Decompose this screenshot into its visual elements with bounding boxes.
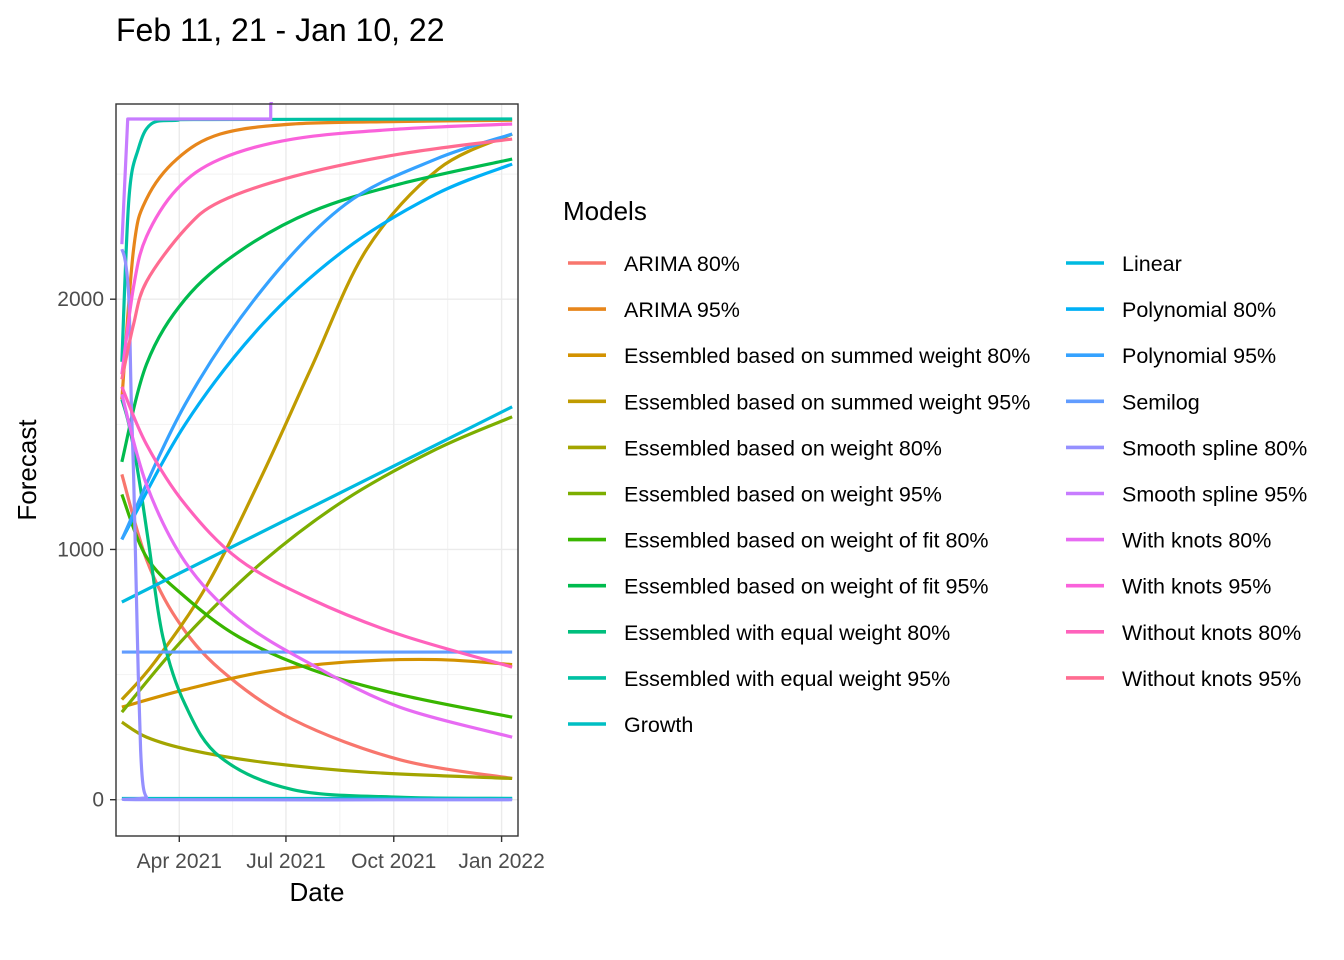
legend-title: Models	[563, 196, 647, 226]
y-tick-label: 1000	[57, 538, 104, 561]
legend-item: Semilog	[1066, 390, 1200, 414]
legend-item: Essembled based on weight 95%	[568, 483, 942, 507]
series-line-essembled-with-equal-weight-95	[120, 117, 513, 362]
y-tick-label: 0	[92, 789, 104, 812]
series-line-without-knots-95	[120, 137, 513, 380]
legend-item: Growth	[568, 713, 693, 737]
series-line-polynomial-80	[120, 162, 513, 541]
legend-item: Linear	[1066, 252, 1182, 276]
legend-label: Polynomial 80%	[1122, 298, 1276, 322]
x-tick-label: Apr 2021	[137, 850, 222, 873]
legend-label: Essembled based on weight of fit 95%	[624, 575, 989, 599]
legend-label: Polynomial 95%	[1122, 344, 1276, 368]
legend-label: With knots 80%	[1122, 529, 1271, 553]
legend-label: Essembled based on weight of fit 80%	[624, 529, 989, 553]
legend-item: ARIMA 80%	[568, 252, 740, 276]
plot-background	[116, 104, 518, 836]
legend-label: With knots 95%	[1122, 575, 1271, 599]
legend-label: Essembled based on summed weight 95%	[624, 390, 1030, 414]
legend-item: Essembled based on weight 80%	[568, 436, 942, 460]
plot-panel	[115, 102, 519, 837]
legend-label: Essembled based on weight 95%	[624, 483, 942, 507]
y-tick-label: 2000	[57, 288, 104, 311]
x-axis-title: Date	[290, 877, 345, 907]
legend-item: Essembled with equal weight 95%	[568, 667, 950, 691]
legend-item: Smooth spline 80%	[1066, 436, 1307, 460]
series-line-without-knots-80	[120, 386, 513, 669]
legend-item: Polynomial 95%	[1066, 344, 1276, 368]
series-line-essembled-based-on-weight-of-fit-80	[120, 493, 513, 719]
legend-label: Linear	[1122, 252, 1182, 276]
legend-label: Essembled based on summed weight 80%	[624, 344, 1030, 368]
series-line-with-knots-95	[120, 122, 513, 375]
series-line-smooth-spline-95	[120, 102, 274, 245]
chart-title: Feb 11, 21 - Jan 10, 22	[116, 12, 445, 48]
legend-item: With knots 95%	[1066, 575, 1271, 599]
legend-item: Smooth spline 95%	[1066, 483, 1307, 507]
series-lines	[120, 102, 513, 802]
legend-item: With knots 80%	[1066, 529, 1271, 553]
legend-label: Smooth spline 95%	[1122, 483, 1307, 507]
series-line-essembled-based-on-weight-80	[120, 720, 513, 781]
series-line-polynomial-95	[120, 132, 513, 541]
legend-item: ARIMA 95%	[568, 298, 740, 322]
legend-item: Essembled based on summed weight 95%	[568, 390, 1030, 414]
y-axis: 0 1000 2000	[57, 288, 116, 812]
series-line-linear	[121, 405, 513, 604]
legend-label: Essembled based on weight 80%	[624, 436, 942, 460]
series-line-arima-95	[120, 118, 513, 400]
legend: Models ARIMA 80% ARIMA 95% Essembled based…	[563, 196, 1307, 737]
legend-label: Growth	[624, 713, 693, 737]
plot-border	[115, 103, 519, 837]
series-line-essembled-with-equal-weight-80	[120, 398, 513, 801]
legend-label: Semilog	[1122, 390, 1200, 414]
legend-item: Essembled with equal weight 80%	[568, 621, 950, 645]
x-tick-label: Jul 2021	[246, 850, 325, 873]
legend-label: ARIMA 80%	[624, 252, 740, 276]
series-line-essembled-based-on-weight-95	[120, 415, 513, 714]
legend-items: ARIMA 80% ARIMA 95% Essembled based on sum…	[568, 252, 1307, 737]
legend-item: Without knots 80%	[1066, 621, 1301, 645]
legend-item: Essembled based on weight of fit 80%	[568, 529, 989, 553]
legend-label: Essembled with equal weight 80%	[624, 621, 950, 645]
legend-item: Without knots 95%	[1066, 667, 1301, 691]
legend-item: Essembled based on weight of fit 95%	[568, 575, 989, 599]
legend-item: Essembled based on summed weight 80%	[568, 344, 1030, 368]
x-tick-label: Jan 2022	[458, 850, 544, 873]
legend-label: Smooth spline 80%	[1122, 436, 1307, 460]
y-axis-title: Forecast	[12, 419, 42, 521]
legend-label: Without knots 80%	[1122, 621, 1301, 645]
series-line-essembled-based-on-weight-of-fit-95	[120, 157, 513, 463]
legend-item: Polynomial 80%	[1066, 298, 1276, 322]
series-line-with-knots-80	[120, 393, 513, 739]
x-tick-label: Oct 2021	[351, 850, 436, 873]
series-line-essembled-based-on-summed-weight-80	[121, 657, 513, 709]
legend-label: Without knots 95%	[1122, 667, 1301, 691]
x-axis: Apr 2021 Jul 2021 Oct 2021 Jan 2022	[137, 836, 545, 873]
legend-label: Essembled with equal weight 95%	[624, 667, 950, 691]
legend-label: ARIMA 95%	[624, 298, 740, 322]
